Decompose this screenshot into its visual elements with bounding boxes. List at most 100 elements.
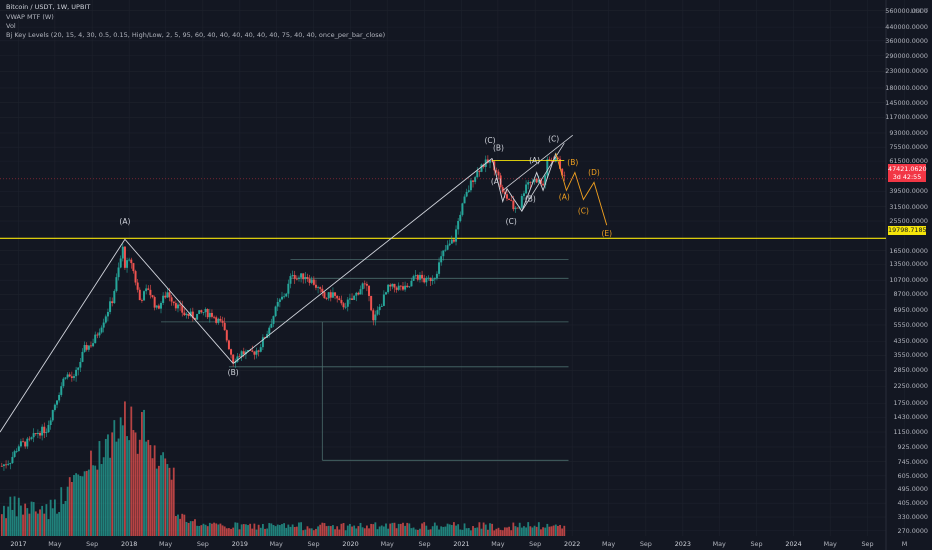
candle-body [153,297,156,308]
time-axis-label: May [158,540,173,548]
candle-body [357,292,360,295]
indicator-vol-label[interactable]: Vol [6,22,16,30]
volume-bar [200,525,203,536]
volume-bar [113,420,116,536]
wave-label-c: (C) [484,136,495,145]
time-axis-label: Sep [418,540,431,548]
volume-bar [179,518,182,536]
volume-bar [90,450,92,536]
candle-body [457,220,460,230]
candle-body [522,193,525,197]
time-axis-label: Sep [861,540,874,548]
volume-bar [512,522,515,536]
candle-body [43,426,46,434]
volume-bar [459,529,462,536]
time-axis-label: Sep [750,540,763,548]
volume-bar [270,523,273,536]
wave-trendline [232,158,493,364]
candle-body [109,301,112,312]
time-axis-label: 2024 [785,540,802,548]
candle-body [261,337,264,348]
price-axis-label: 1430.0000 [893,413,928,422]
candle-body [433,278,436,280]
volume-bar [172,467,175,536]
volume-bar [238,529,241,536]
candle-body [92,343,95,347]
candle-body [81,351,84,362]
volume-bar [385,523,387,536]
volume-bar [336,526,339,536]
time-axis-label: Sep [196,540,209,548]
volume-bar [465,528,468,536]
candle-body [476,170,479,178]
candle-body [168,292,171,298]
time-axis-label: 2019 [231,540,248,548]
candle-body [561,168,564,176]
volume-bar [268,523,271,536]
volume-bar [245,524,247,536]
price-axis-label: 16500.0000 [889,246,928,255]
candle-body [533,178,536,182]
candle-body [41,426,44,436]
symbol-title[interactable]: Bitcoin / USDT, 1W, UPBIT [6,3,91,11]
volume-bar [107,434,109,536]
volume-bar [249,523,252,536]
candle-body [51,409,54,421]
candle-body [278,299,281,302]
volume-bar [457,524,460,536]
indicator-keylevels-label[interactable]: Bj Key Levels (20, 15, 4, 30, 0.5, 0.15,… [6,31,386,39]
candle-body [450,239,453,244]
candle-body [406,285,409,288]
volume-bar [440,526,443,536]
volume-bar [162,452,165,536]
volume-bar [30,501,33,536]
volume-bar [503,527,506,536]
candle-body [53,404,56,410]
volume-bar [15,516,18,536]
volume-bar [75,473,78,536]
time-axis-label: 2018 [121,540,138,548]
candle-body [126,260,129,268]
time-axis-label: May [380,540,394,548]
wave-label-a: (A) [529,156,540,165]
candle-body [327,292,330,299]
candle-body [119,258,122,268]
price-axis-label: 4350.0000 [893,337,928,346]
volume-bar [344,530,347,536]
volume-bar [416,529,419,536]
candle-body [22,441,25,443]
indicator-vwap-label[interactable]: VWAP MTF (W) [6,13,54,21]
key-level-value: 19798.7185 [888,226,927,234]
candle-body [200,310,203,313]
candle-body [482,164,485,167]
volume-bar [315,528,317,536]
volume-bar [346,525,349,536]
volume-bar [446,523,449,536]
candle-body [321,288,324,293]
volume-bar [334,529,336,536]
volume-bar [319,524,322,536]
price-tag-value: 47421.0620 [888,165,927,173]
candle-body [465,191,468,197]
candle-body [550,160,553,162]
volume-bar [419,528,421,536]
volume-bar [368,528,370,536]
volume-bar [32,502,35,536]
volume-bar [34,511,37,536]
candle-body [389,284,392,287]
volume-bar [387,528,390,536]
time-axis-label: 2020 [342,540,359,548]
candle-body [418,274,421,280]
time-axis-label: May [491,540,505,548]
wave-label-a: (A) [119,217,130,226]
candle-body [535,178,538,183]
candle-body [363,283,366,285]
candle-body [503,192,506,195]
candle-body [24,441,27,447]
time-axis-label: Sep [639,540,652,548]
candle-body [185,313,188,316]
candle-body [508,198,511,200]
volume-bar [520,527,523,536]
